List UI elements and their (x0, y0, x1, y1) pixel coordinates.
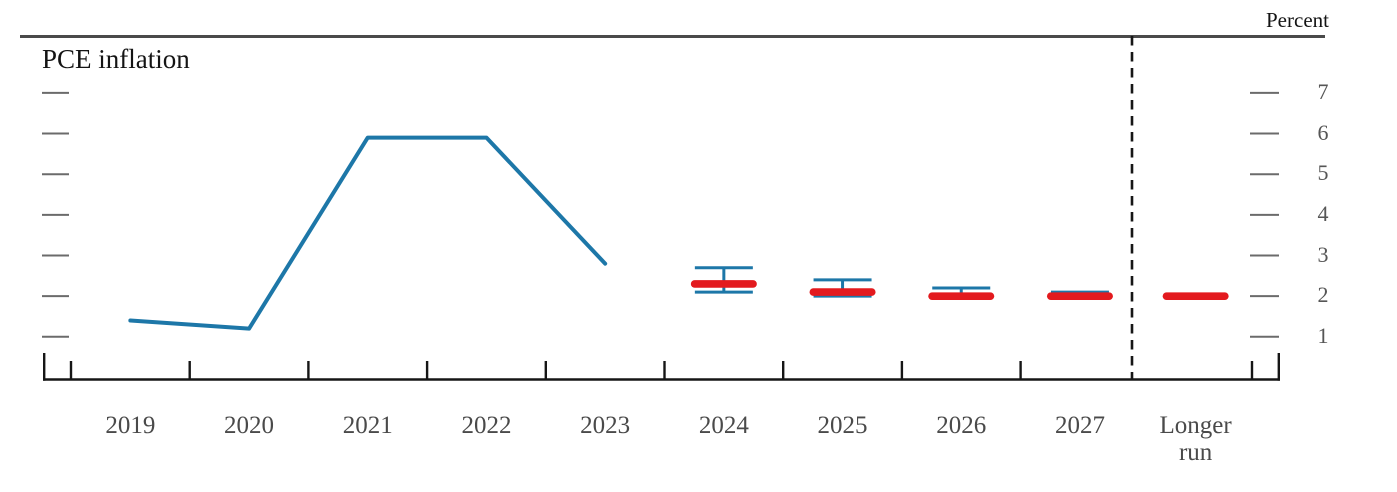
top-rule (20, 35, 1325, 38)
median-bar (1046, 292, 1113, 300)
median-bar (809, 288, 876, 296)
y-tick-label-2: 2 (1317, 282, 1329, 308)
y-tick-label-4: 4 (1317, 200, 1329, 226)
projection-marker-2025 (809, 278, 876, 298)
y-tick-label-7: 7 (1317, 78, 1329, 104)
projection-marker-2026 (928, 286, 995, 300)
y-tick-label-6: 6 (1317, 119, 1329, 145)
median-bar (928, 292, 995, 300)
x-axis-label-2027: 2027 (1054, 412, 1105, 439)
chart-title: PCE inflation (42, 44, 190, 74)
x-axis-label-2026: 2026 (936, 412, 987, 439)
projection-marker-2027 (1046, 290, 1113, 300)
x-axis-label-2019: 2019 (105, 412, 156, 439)
x-axis-label-2024: 2024 (698, 412, 749, 439)
historical-line (128, 135, 608, 331)
x-axis-label-longer-run: Longer run (1159, 412, 1232, 466)
projection-marker-Longer run (1162, 292, 1229, 300)
y-axis-unit-label: Percent (1266, 8, 1329, 32)
x-axis-label-2021: 2021 (342, 412, 393, 439)
y-tick-label-1: 1 (1317, 322, 1329, 348)
median-bar (690, 280, 757, 288)
x-axis-label-2020: 2020 (224, 412, 275, 439)
median-bar (1162, 292, 1229, 300)
x-axis-label-2022: 2022 (461, 412, 512, 439)
projection-marker-2024 (690, 266, 757, 294)
y-tick-label-5: 5 (1317, 160, 1329, 186)
y-tick-label-3: 3 (1317, 241, 1329, 267)
x-axis-label-2023: 2023 (580, 412, 631, 439)
x-axis-label-2025: 2025 (817, 412, 868, 439)
